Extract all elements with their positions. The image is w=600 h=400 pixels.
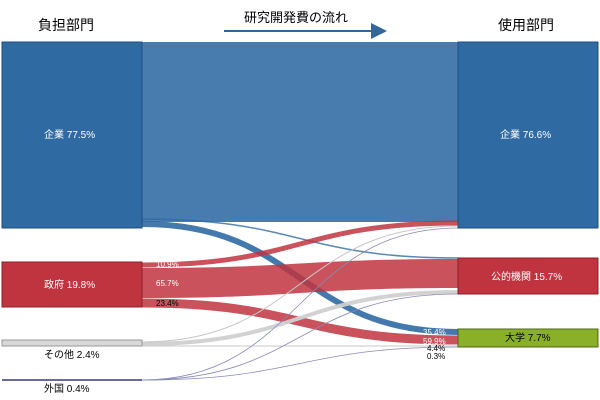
flow-enterprise-to-public (141, 218, 459, 259)
pct-univ-from-enterprise: 35.4% (423, 328, 446, 337)
flow-title: 研究開発費の流れ (244, 10, 348, 25)
target-node-enterprise (457, 41, 599, 229)
source-label-enterprise: 企業 77.5% (44, 128, 95, 141)
source-node-other (1, 339, 143, 347)
right-header: 使用部門 (498, 17, 554, 33)
source-label-government: 政府 19.8% (44, 278, 95, 291)
flow-government-to-university (141, 298, 459, 345)
target-label-university: 大学 7.7% (505, 331, 551, 344)
pct-univ-from-other: 4.4% (427, 344, 445, 353)
source-node-government (1, 261, 143, 308)
pct-univ-from-foreign: 0.3% (427, 352, 445, 361)
target-node-university (457, 328, 599, 348)
source-node-foreign (2, 379, 142, 381)
target-label-enterprise: 企業 76.6% (500, 128, 551, 141)
pct-gov-to-public: 65.7% (156, 279, 179, 288)
flow-foreign-to-university (141, 346, 459, 381)
pct-gov-to-enterprise: 10.9% (156, 260, 179, 269)
flow-foreign-to-enterprise (141, 227, 459, 381)
source-label-other: その他 2.4% (44, 348, 100, 361)
flow-government-to-enterprise (141, 220, 459, 268)
flow-other-to-enterprise (141, 225, 459, 343)
source-node-enterprise (1, 41, 143, 229)
target-label-public: 公的機関 15.7% (491, 270, 562, 283)
flow-other-to-public (141, 290, 459, 346)
flow-government-to-public (142, 259, 458, 298)
source-label-foreign: 外国 0.4% (44, 383, 90, 395)
left-header: 負担部門 (38, 17, 94, 33)
pct-univ-from-government: 59.9% (423, 337, 446, 346)
target-node-public (457, 257, 599, 295)
flow-enterprise-to-enterprise (142, 42, 458, 222)
flow-foreign-to-public (141, 293, 459, 381)
pct-gov-to-university: 23.4% (156, 299, 179, 308)
